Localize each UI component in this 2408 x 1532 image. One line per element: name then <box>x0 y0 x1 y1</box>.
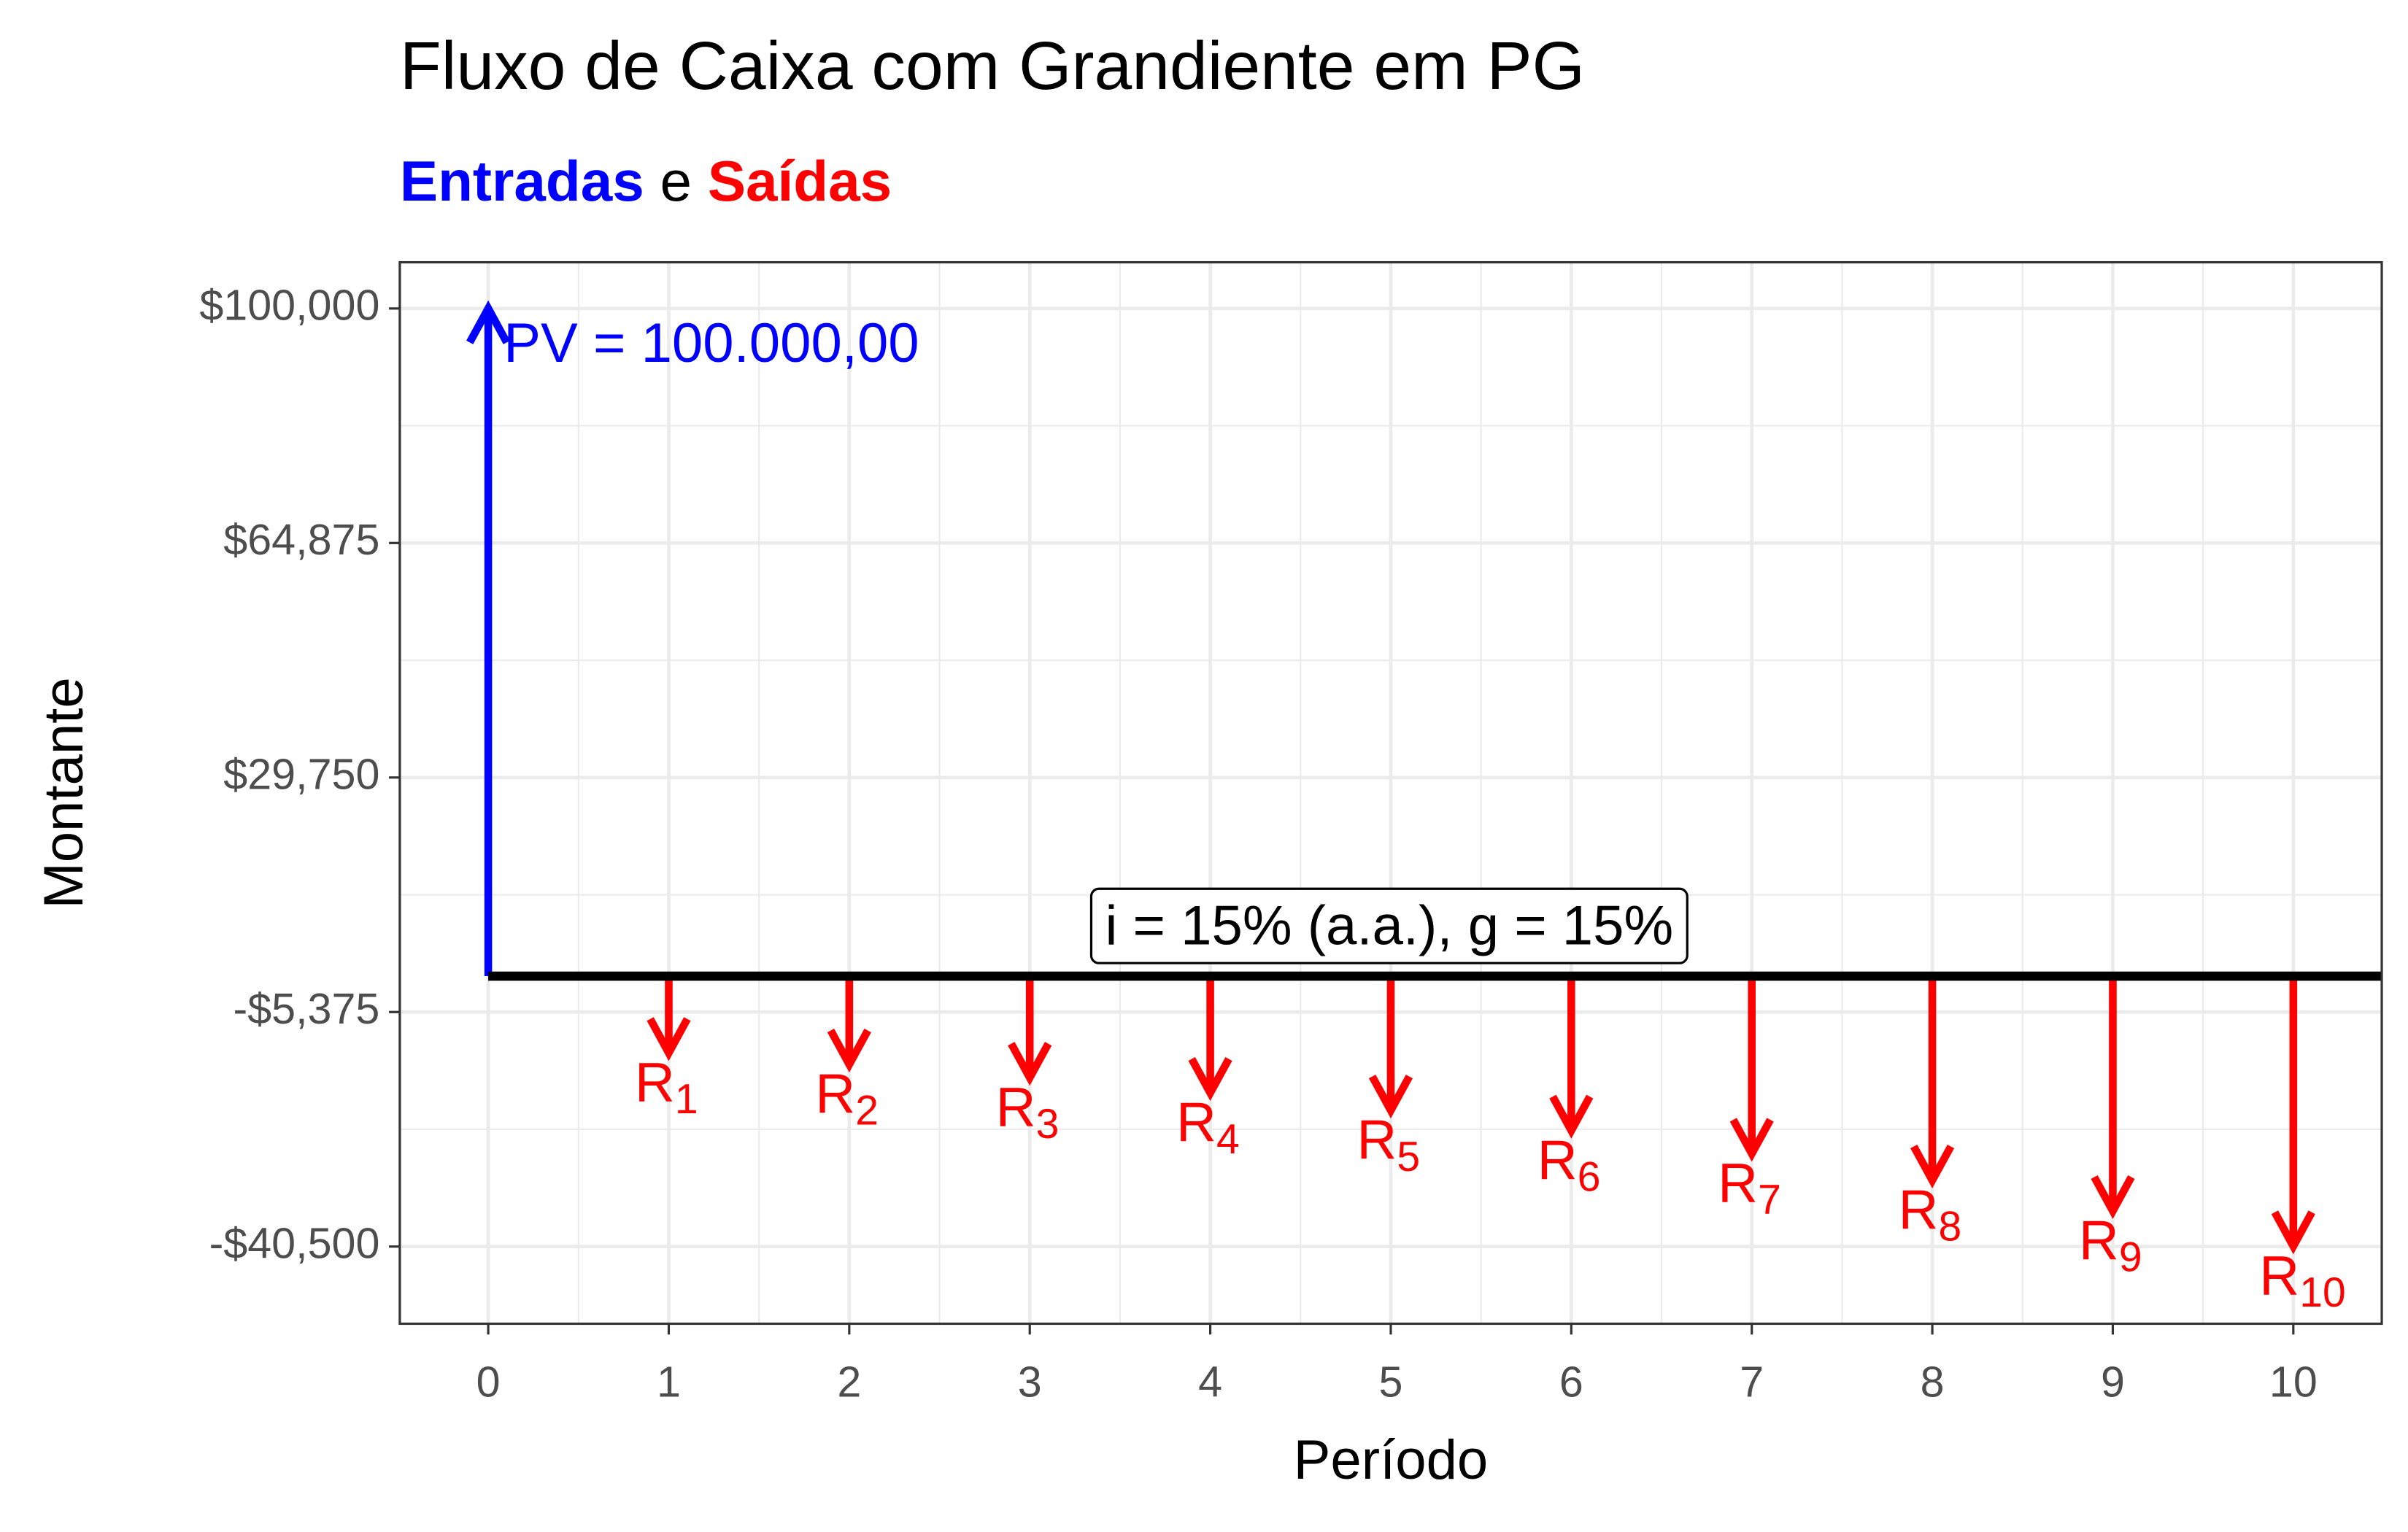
cashflow-arrow <box>2271 976 2315 1255</box>
point-label: R6 <box>1537 1129 1601 1200</box>
label-text: R <box>1357 1110 1397 1172</box>
label-text: R <box>1899 1180 1939 1242</box>
label-text: R <box>635 1052 675 1114</box>
label-text: R <box>2259 1245 2299 1307</box>
label-sub: 8 <box>1939 1204 1962 1250</box>
label-sub: 1 <box>675 1076 698 1123</box>
point-label: R9 <box>2079 1210 2142 1281</box>
arrow-head <box>1008 1042 1052 1086</box>
label-sub: 2 <box>855 1088 879 1134</box>
label-text: R <box>996 1077 1036 1139</box>
x-tick-label: 1 <box>657 1358 681 1407</box>
arrow-head <box>827 1029 871 1073</box>
point-label: R3 <box>996 1077 1060 1148</box>
point-label: R7 <box>1718 1153 1781 1223</box>
label-sub: 10 <box>2299 1269 2346 1316</box>
cashflow-arrow <box>2091 976 2135 1220</box>
arrow-head <box>466 300 511 344</box>
label-sub: 9 <box>2119 1234 2142 1281</box>
arrow-head <box>647 1017 691 1061</box>
cashflow-arrow <box>647 976 691 1061</box>
x-tick-label: 9 <box>2101 1358 2125 1407</box>
label-text: R <box>1176 1092 1216 1154</box>
arrow-head <box>1729 1118 1774 1162</box>
x-tick-label: 7 <box>1740 1358 1764 1407</box>
label-text: R <box>1718 1153 1758 1215</box>
y-tick-label: -$5,375 <box>233 984 379 1033</box>
subtitle-connector: e <box>660 148 692 212</box>
point-label: R1 <box>635 1052 698 1123</box>
y-tick-label: $64,875 <box>223 515 379 564</box>
label-sub: 3 <box>1036 1101 1060 1148</box>
label-sub: 5 <box>1397 1134 1420 1180</box>
label-sub: 4 <box>1216 1116 1240 1163</box>
y-axis-title: Montante <box>33 677 95 908</box>
arrow-head <box>1188 1057 1232 1102</box>
label-text: R <box>815 1064 855 1126</box>
arrow-head <box>1910 1144 1955 1189</box>
y-tick-label: $29,750 <box>223 749 379 798</box>
label-sub: 6 <box>1578 1153 1601 1200</box>
x-tick-label: 4 <box>1198 1358 1222 1407</box>
cashflow-arrow <box>1910 976 1955 1189</box>
x-tick-label: 8 <box>1921 1358 1945 1407</box>
cashflow-arrow <box>1368 976 1413 1119</box>
cashflow-arrow <box>827 976 871 1073</box>
arrow-head <box>1549 1094 1594 1139</box>
point-label: R4 <box>1176 1092 1240 1163</box>
label-text: R <box>2079 1210 2119 1272</box>
cashflow-arrow <box>1549 976 1594 1139</box>
rate-label-box <box>1089 887 1689 964</box>
subtitle: Entradas e Saídas <box>400 148 892 212</box>
rate-label: i = 15% (a.a.), g = 15% <box>1105 895 1673 957</box>
panel-border <box>398 260 2383 1326</box>
arrow-head <box>1368 1075 1413 1119</box>
arrow-head <box>2091 1175 2135 1220</box>
subtitle-saidas: Saídas <box>708 148 892 212</box>
subtitle-entradas: Entradas <box>400 148 644 212</box>
cashflow-arrow <box>1188 976 1232 1102</box>
point-label: R2 <box>815 1064 879 1134</box>
point-label: R8 <box>1899 1180 1962 1250</box>
x-tick-label: 6 <box>1559 1358 1583 1407</box>
cashflow-arrow <box>1729 976 1774 1162</box>
point-label: R10 <box>2259 1245 2346 1316</box>
cashflow-arrow <box>466 300 511 977</box>
x-tick-label: 0 <box>476 1358 501 1407</box>
y-tick-label: -$40,500 <box>209 1218 380 1267</box>
cashflow-arrow <box>1008 976 1052 1086</box>
label-text: R <box>1537 1129 1578 1191</box>
x-tick-label: 10 <box>2269 1358 2318 1407</box>
pv-label: PV = 100.000,00 <box>503 312 919 374</box>
arrow-head <box>2271 1210 2315 1255</box>
x-tick-label: 5 <box>1378 1358 1402 1407</box>
x-tick-label: 2 <box>837 1358 861 1407</box>
y-tick-label: $100,000 <box>199 280 379 329</box>
x-axis-title: Período <box>1294 1429 1489 1491</box>
chart-title: Fluxo de Caixa com Grandiente em PG <box>400 28 1585 104</box>
label-sub: 7 <box>1758 1177 1781 1223</box>
x-tick-label: 3 <box>1018 1358 1042 1407</box>
point-label: R5 <box>1357 1110 1420 1180</box>
